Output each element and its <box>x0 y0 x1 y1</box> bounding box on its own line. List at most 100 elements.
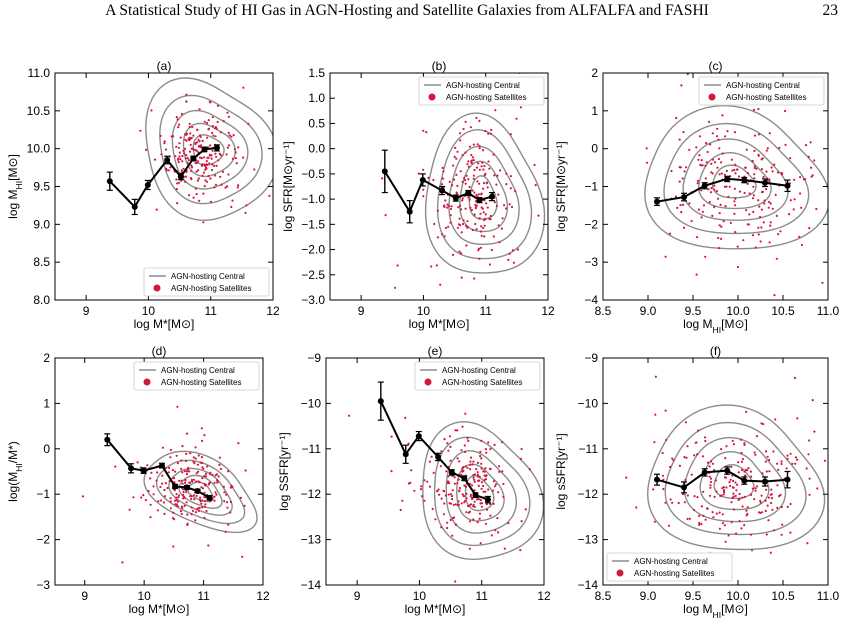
median-point <box>724 467 731 474</box>
satellite-point <box>470 153 473 157</box>
satellite-point <box>145 148 148 151</box>
satellite-point <box>435 264 438 267</box>
satellite-point <box>747 467 750 470</box>
satellite-point <box>454 146 457 149</box>
satellite-point <box>463 176 466 180</box>
satellite-point <box>215 164 218 167</box>
satellite-point <box>473 277 476 280</box>
satellite-point <box>480 457 483 460</box>
satellite-point <box>447 480 450 483</box>
satellite-point <box>723 173 726 176</box>
satellite-point <box>760 511 764 514</box>
satellite-point <box>196 141 199 144</box>
satellite-point <box>184 138 187 141</box>
legend-satellite-label: AGN-hosting Satellites <box>171 284 251 293</box>
satellite-point <box>436 236 439 239</box>
satellite-point <box>484 448 487 451</box>
y-tick-label: 0.0 <box>308 142 325 156</box>
satellite-point <box>767 496 771 499</box>
satellite-point <box>493 201 496 204</box>
satellite-point <box>163 488 166 492</box>
y-tick-label: 10.5 <box>27 104 51 118</box>
satellite-point <box>233 148 236 151</box>
median-point <box>439 187 446 194</box>
satellite-point <box>494 483 498 486</box>
satellite-point <box>384 214 387 217</box>
satellite-point <box>172 511 175 514</box>
satellite-point <box>693 495 696 498</box>
satellite-point <box>520 520 523 523</box>
median-point <box>654 476 660 483</box>
x-tick-label: 10.0 <box>726 589 750 603</box>
satellite-point <box>808 227 811 230</box>
satellite-point <box>177 158 180 161</box>
x-tick-label: 9.5 <box>685 589 702 603</box>
satellite-point <box>725 169 728 173</box>
satellite-point <box>737 471 740 474</box>
x-axis-label: log M*[M⊙] <box>129 602 190 616</box>
satellite-point <box>724 135 727 138</box>
satellite-point <box>645 147 648 150</box>
satellite-point <box>207 119 210 122</box>
x-tick-label: 11.0 <box>817 304 840 318</box>
satellite-point <box>743 191 746 195</box>
central-contour <box>699 450 770 511</box>
satellite-point <box>711 132 714 135</box>
x-tick-label: 9.5 <box>685 304 702 318</box>
satellite-point <box>163 495 167 498</box>
satellite-point <box>443 438 446 441</box>
satellite-point <box>738 190 742 193</box>
satellite-point <box>190 169 193 173</box>
satellite-point <box>831 485 833 487</box>
satellite-point <box>489 132 492 135</box>
central-contour <box>159 94 263 205</box>
satellite-point <box>194 519 197 522</box>
satellite-point <box>736 483 739 486</box>
satellite-point <box>502 482 505 486</box>
satellite-point <box>195 170 198 173</box>
median-point <box>701 182 708 189</box>
satellite-point <box>205 160 208 163</box>
satellite-point <box>216 120 219 124</box>
satellite-point <box>182 167 185 170</box>
y-axis-label: log(MHI/M*) <box>6 441 24 502</box>
satellite-point <box>725 185 728 188</box>
legend-satellite-swatch <box>153 284 161 292</box>
median-point <box>381 168 388 175</box>
satellite-point <box>754 489 757 492</box>
axes-frame <box>325 357 545 586</box>
satellite-point <box>702 514 705 518</box>
satellite-point <box>718 224 721 227</box>
central-contour <box>663 122 810 235</box>
legend: AGN-hosting Central AGN-hosting Satellite… <box>414 361 541 391</box>
satellite-point <box>709 191 713 194</box>
satellite-point <box>505 207 508 210</box>
satellite-point <box>185 501 188 504</box>
central-contour <box>143 450 258 534</box>
satellite-point <box>206 465 209 468</box>
satellite-point <box>458 486 461 490</box>
satellite-point <box>511 249 514 252</box>
satellite-point <box>152 485 155 488</box>
satellite-point <box>190 164 193 167</box>
satellite-point <box>561 257 563 259</box>
satellite-point <box>205 121 209 125</box>
satellite-point <box>466 505 470 508</box>
satellite-point <box>456 504 459 507</box>
satellite-point <box>693 454 696 457</box>
satellite-point <box>776 171 780 174</box>
satellite-point <box>794 462 797 465</box>
satellite-point <box>190 166 194 169</box>
satellite-point <box>348 414 351 417</box>
satellite-point <box>172 545 175 548</box>
satellite-point <box>210 157 213 160</box>
satellite-point <box>519 106 523 109</box>
satellite-point <box>743 524 746 527</box>
chart-panel-1: 9 10 11 12 8.0 8.5 9.0 9.5 10.0 10.5 11.0 (a) log M*… <box>6 59 280 331</box>
satellite-point <box>217 475 220 478</box>
satellite-point <box>458 490 461 493</box>
satellite-point <box>711 510 714 514</box>
satellite-point <box>457 500 460 503</box>
central-contour <box>448 145 520 246</box>
satellite-point <box>804 144 808 147</box>
